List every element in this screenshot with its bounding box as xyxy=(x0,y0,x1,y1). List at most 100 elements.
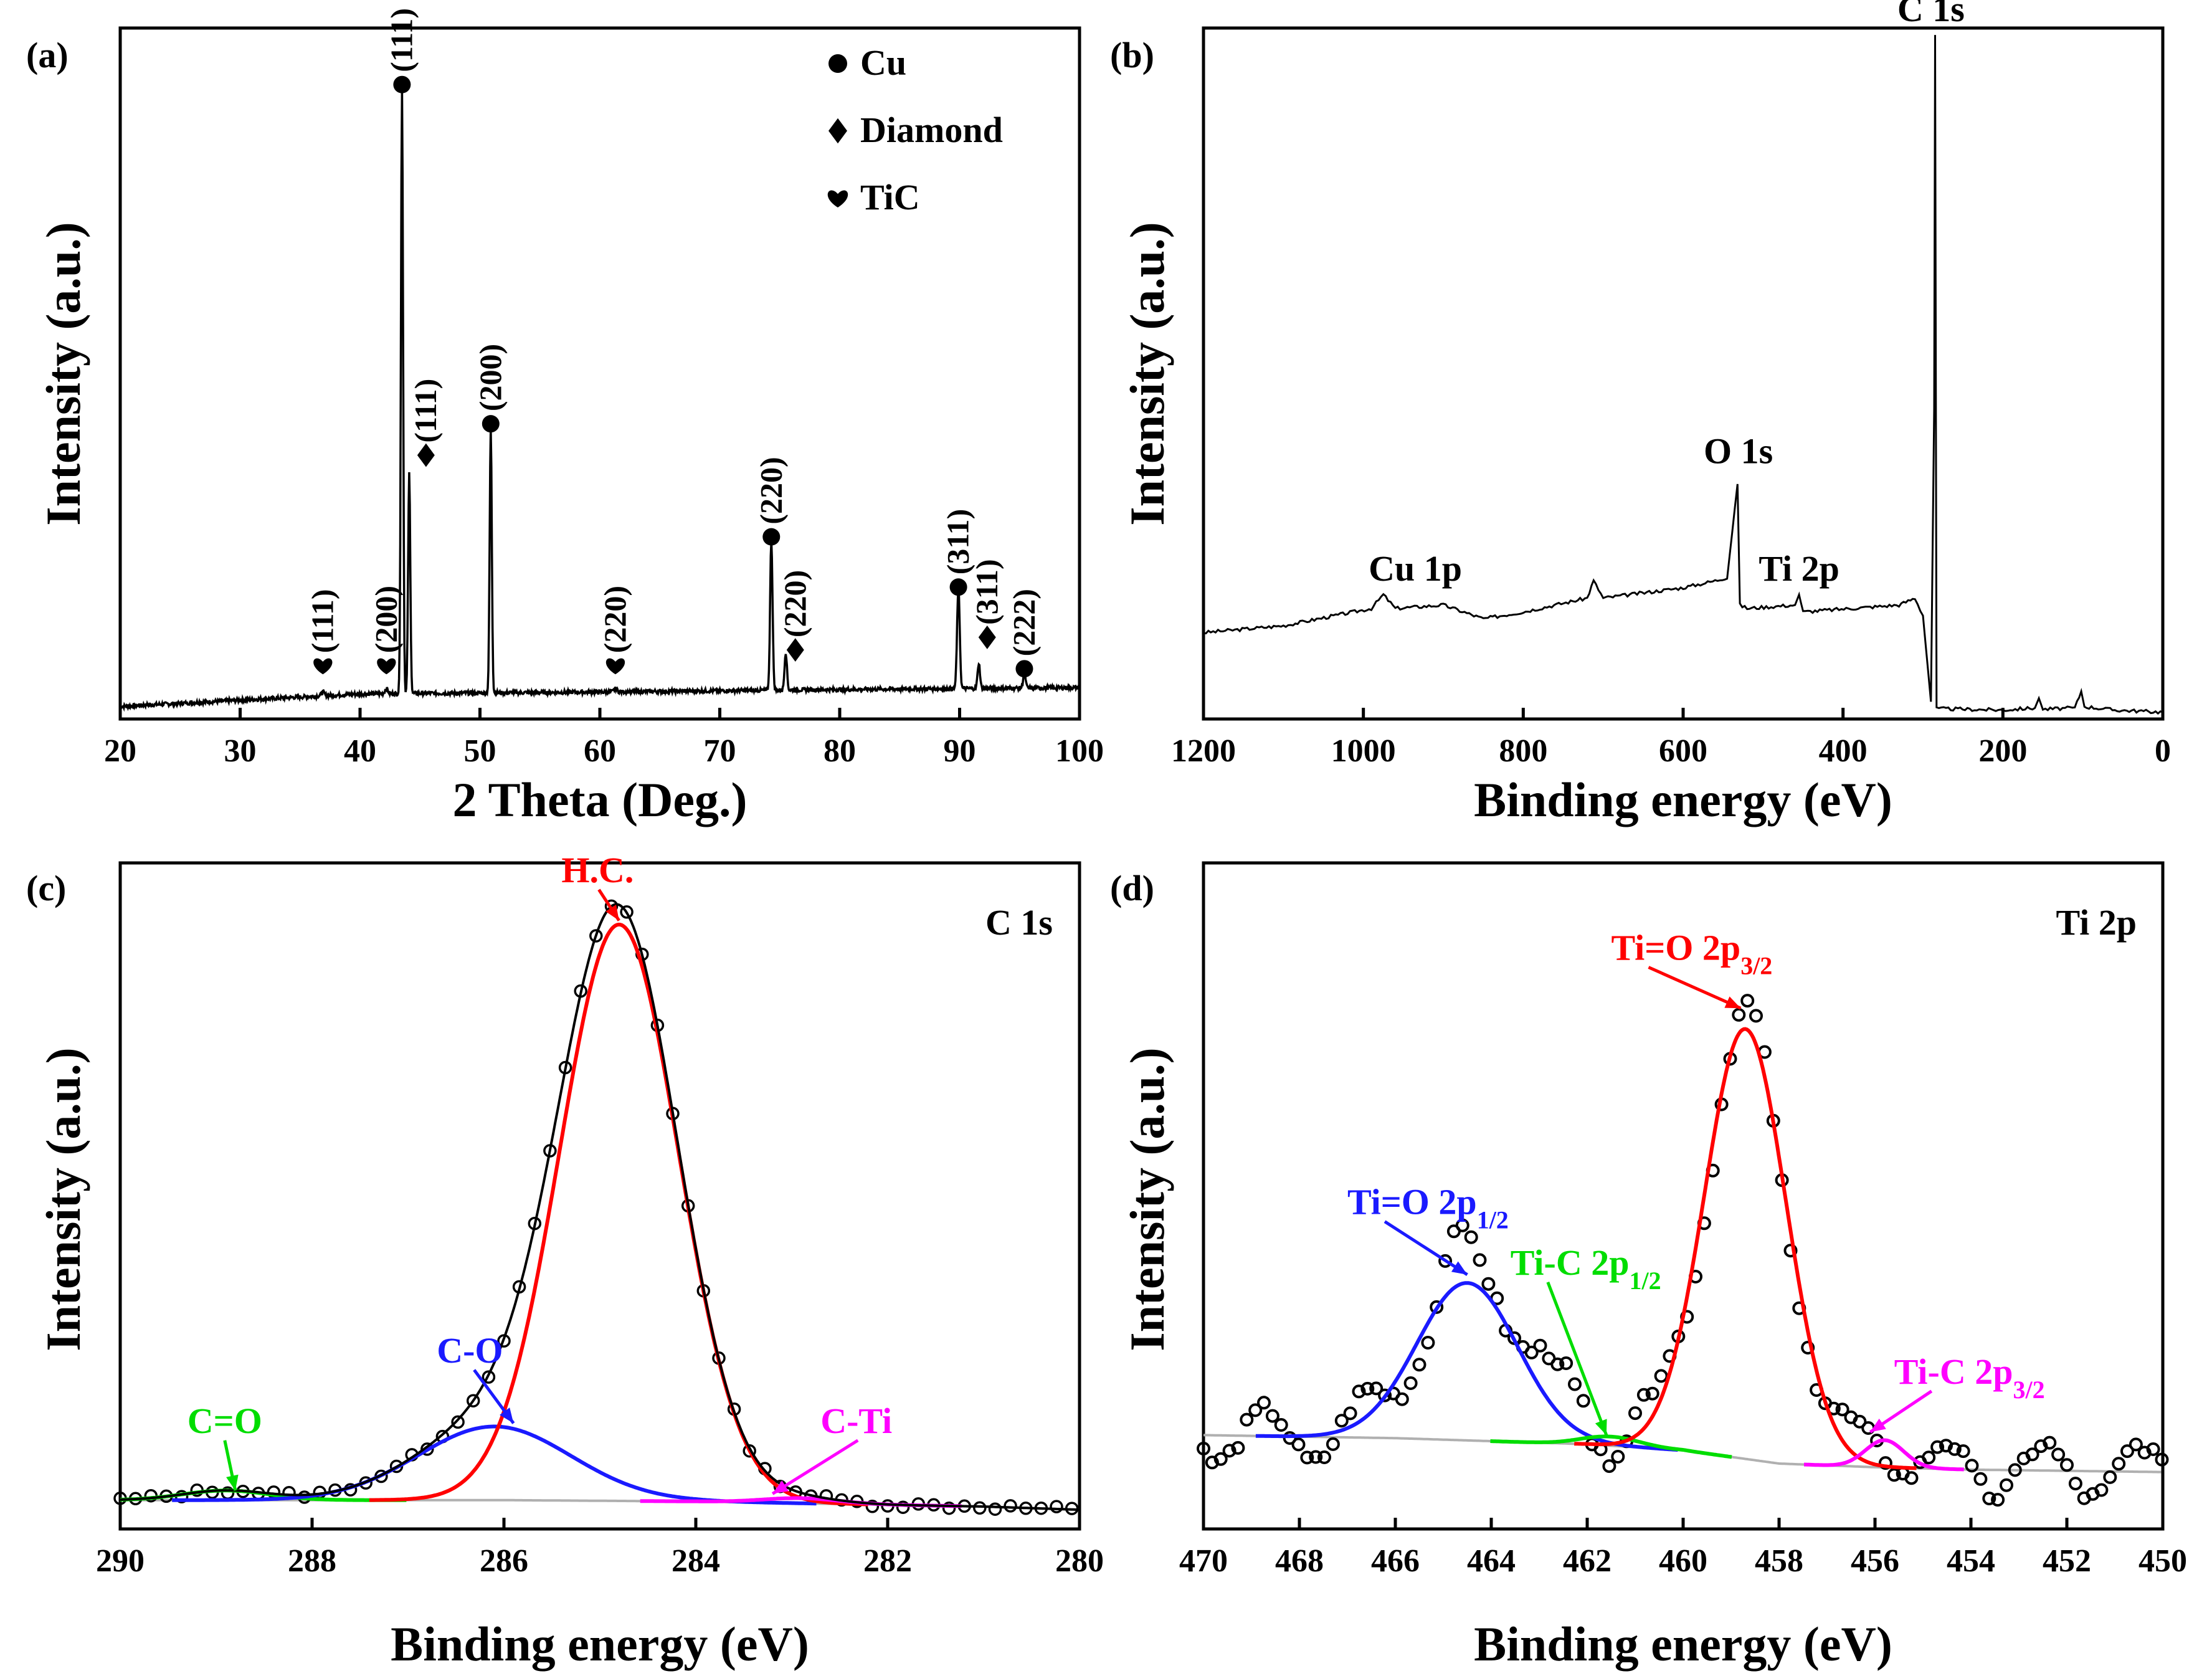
panel-d-component-label: Ti=O 2p3/2 xyxy=(1612,927,1773,979)
panel-d-arrow-head xyxy=(1870,1418,1886,1432)
panel-d-x-tick-label: 470 xyxy=(1179,1543,1228,1579)
panel-c-x-axis: 290 288 286 284 282 280 xyxy=(96,1518,1104,1579)
panel-d-data-point xyxy=(1982,1492,1996,1505)
panel-d-data-point xyxy=(2000,1478,2013,1492)
panel-b-peak-label: O 1s xyxy=(1704,431,1773,472)
panel-d-data-point xyxy=(1533,1338,1547,1353)
panel-b-x-tick-label: 400 xyxy=(1819,733,1868,769)
panel-c-plot-frame xyxy=(118,861,1081,1531)
panel-a-x-tick-label: 70 xyxy=(704,733,736,769)
panel-d-data-point xyxy=(1749,1009,1763,1023)
panel-d-component-label: Ti=O 2p1/2 xyxy=(1347,1182,1509,1234)
panel-d-data-point xyxy=(1430,1300,1444,1314)
panel-d-data-point xyxy=(1248,1403,1263,1417)
panel-c-arrow-head xyxy=(772,1480,789,1494)
panel-a-tic-marker xyxy=(605,658,625,675)
panel-c-data-point xyxy=(988,1502,1002,1516)
panel-d-x-tick-label: 454 xyxy=(1947,1543,1995,1579)
panel-d-data-point xyxy=(1801,1341,1815,1355)
panel-b-x-tick-label: 0 xyxy=(2155,733,2171,769)
panel-d-data-point xyxy=(1352,1384,1366,1399)
panel-d-component-curve xyxy=(1574,1027,1917,1470)
panel-d-data-point xyxy=(1265,1409,1279,1423)
panel-a-xlabel: 2 Theta (Deg.) xyxy=(453,773,748,827)
panel-d-data-point xyxy=(1300,1450,1314,1465)
panel-d-ylabel: Intensity (a.u.) xyxy=(1120,1047,1174,1351)
panel-d-letter: (d) xyxy=(1110,868,1154,908)
panel-d-data-point xyxy=(1645,1386,1659,1401)
panel-d-data-point xyxy=(1464,1230,1478,1244)
panel-b-x-axis: 1200 1000 800 600 400 200 0 xyxy=(1171,708,2171,769)
panel-b-ylabel: Intensity (a.u.) xyxy=(1120,222,1174,526)
panel-d-data-point xyxy=(1231,1440,1245,1455)
panel-d-data-point xyxy=(1274,1418,1288,1432)
panel-c-ylabel: Intensity (a.u.) xyxy=(36,1047,90,1351)
panel-a-legend-circle-icon xyxy=(828,54,847,73)
panel-a-cu-marker xyxy=(762,528,781,546)
panel-b-peak-labels: Cu 1p O 1s Ti 2p C 1s xyxy=(1369,0,1965,589)
panel-b-xps-survey: (b) 1200 1000 800 600 400 200 0 Binding energy… xyxy=(1110,0,2171,827)
panel-d-data-point xyxy=(1481,1277,1496,1291)
panel-a-miller-index: (111) xyxy=(384,8,419,72)
panel-a-peak-annotations: (111) (200) (111) (111) (200) (220) (220) (220)… xyxy=(305,8,1041,678)
panel-d-data-point xyxy=(1524,1345,1539,1359)
panel-d-data-point xyxy=(1455,1218,1469,1232)
panel-d-data-point xyxy=(2155,1452,2169,1467)
panel-a-miller-index: (111) xyxy=(305,589,339,654)
panel-d-fit-curves xyxy=(1197,994,2169,1507)
panel-a-x-tick-label: 50 xyxy=(464,733,496,769)
panel-a-x-tick-label: 20 xyxy=(104,733,136,769)
panel-d-x-tick-label: 460 xyxy=(1659,1543,1707,1579)
panel-d-component-label: Ti-C 2p3/2 xyxy=(1894,1351,2045,1404)
panel-d-data-point xyxy=(1378,1388,1392,1402)
panel-c-data-point xyxy=(1050,1500,1063,1513)
panel-d-ti2p-spectrum: (d) Ti 2p 470 468 466 464 462 460 458 456 454 452… xyxy=(1110,861,2187,1671)
panel-d-data-point xyxy=(1550,1357,1565,1371)
panel-c-component-curve xyxy=(369,922,868,1507)
panel-d-data-point xyxy=(1395,1392,1409,1406)
panel-a-legend-label: TiC xyxy=(860,177,920,217)
panel-c-data-point xyxy=(896,1500,910,1514)
panel-c-component-label: C-O xyxy=(437,1330,503,1371)
panel-b-letter: (b) xyxy=(1110,35,1154,75)
panel-d-data-point xyxy=(1965,1459,1979,1473)
panel-a-miller-index: (220) xyxy=(777,570,812,637)
panel-a-xrd-curve xyxy=(120,90,1081,712)
panel-d-label-subscript: 3/2 xyxy=(1740,951,1772,979)
panel-c-x-tick-label: 280 xyxy=(1055,1543,1104,1579)
panel-c-data-point xyxy=(865,1500,880,1513)
panel-d-data-point xyxy=(1956,1444,1970,1459)
panel-d-label-arrow xyxy=(1546,1281,1608,1436)
panel-d-data-point xyxy=(1636,1388,1651,1402)
panel-c-data-point xyxy=(451,1415,465,1429)
panel-a-miller-index: (200) xyxy=(473,344,508,411)
panel-b-peak-label: Cu 1p xyxy=(1369,548,1462,589)
panel-d-data-point xyxy=(1611,1450,1625,1464)
panel-d-data-point xyxy=(1326,1437,1340,1451)
panel-d-arrow-head xyxy=(1724,996,1741,1009)
panel-d-data-point xyxy=(1930,1440,1945,1454)
panel-c-data-point xyxy=(1004,1499,1017,1513)
panel-a-x-tick-label: 80 xyxy=(824,733,856,769)
panel-d-x-tick-label: 456 xyxy=(1851,1543,1899,1579)
panel-d-data-point xyxy=(2146,1442,2160,1456)
panel-d-x-tick-label: 462 xyxy=(1563,1543,1612,1579)
panel-d-data-point xyxy=(2103,1470,2117,1484)
panel-d-data-point xyxy=(1904,1471,1919,1485)
panel-d-data-point xyxy=(2112,1457,2126,1471)
panel-c-letter: (c) xyxy=(26,868,66,908)
panel-d-arrow-head xyxy=(1595,1419,1607,1436)
panel-a-diamond-marker xyxy=(786,638,804,662)
panel-a-cu-marker xyxy=(949,578,967,596)
panel-d-data-point xyxy=(1568,1377,1582,1391)
panel-d-x-tick-label: 466 xyxy=(1371,1543,1420,1579)
panel-a-x-tick-label: 100 xyxy=(1055,733,1104,769)
panel-a-legend-label: Diamond xyxy=(860,110,1003,150)
panel-c-component-label: H.C. xyxy=(561,850,634,890)
panel-d-data-point xyxy=(1654,1369,1668,1383)
panel-d-x-tick-label: 450 xyxy=(2138,1543,2187,1579)
panel-a-letter: (a) xyxy=(26,35,69,75)
panel-b-survey-spectrum xyxy=(1203,35,2163,715)
panel-c-fit-envelope xyxy=(120,903,1080,1512)
panel-d-data-point xyxy=(1334,1414,1349,1428)
